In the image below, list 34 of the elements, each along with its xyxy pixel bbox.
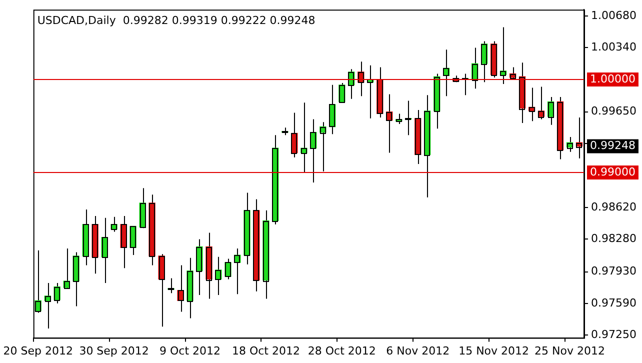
x-tick-label: 20 Sep 2012 [3,344,73,358]
ref-line-label: 0.99000 [590,165,636,178]
candlestick [414,110,422,164]
x-tick-label: 9 Oct 2012 [159,344,221,358]
candlestick [177,264,184,312]
candlestick [224,258,232,280]
candlestick [120,216,127,269]
x-tick-label: 18 Oct 2012 [232,344,300,358]
y-tick-label: 0.98620 [591,200,636,214]
candlestick [329,84,336,135]
x-tick-label: 28 Oct 2012 [308,344,376,358]
candlestick [443,49,450,97]
candlestick [215,256,222,296]
ref-line-label: 1.00000 [590,72,636,86]
y-tick-label: 0.97930 [591,264,636,278]
candlestick [158,254,165,328]
candlestick [168,278,174,294]
y-tick-label: 0.98280 [591,232,636,246]
candlestick [405,100,412,136]
x-tick-label: 6 Nov 2012 [386,344,450,358]
x-tick-label: 15 Nov 2012 [458,344,530,358]
y-tick-label: 0.97590 [591,296,636,310]
x-tick-label: 30 Sep 2012 [79,344,149,358]
chart-title: USDCAD,Daily 0.99282 0.99319 0.99222 0.99248 [37,14,316,27]
y-tick-label: 1.00680 [591,8,636,22]
text: 0.99248 [590,139,636,152]
candlestick [386,94,393,154]
candlestick [376,66,384,118]
y-tick-label: 0.97250 [591,328,636,341]
y-tick-label: 0.99650 [591,104,636,118]
candlestick [130,226,136,256]
x-tick-label: 25 Nov 2012 [534,344,605,358]
candlestick [234,248,241,295]
y-tick-label: 1.00340 [591,40,636,54]
